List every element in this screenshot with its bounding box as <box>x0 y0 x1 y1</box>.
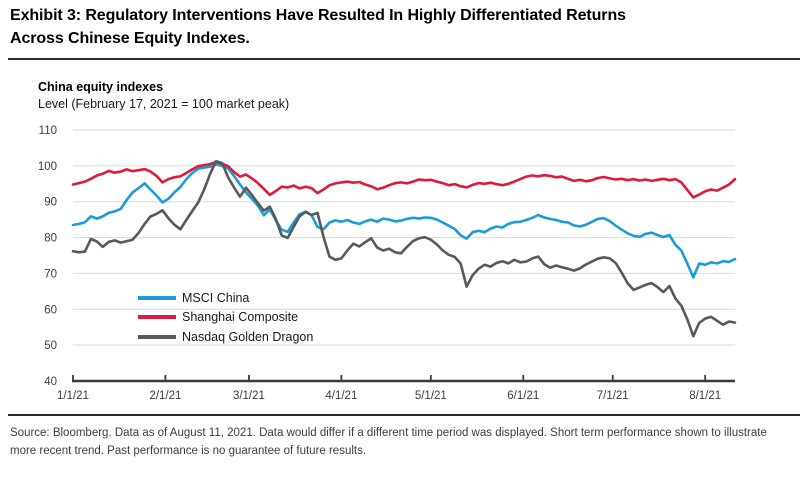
chart-subtitle: Level (February 17, 2021 = 100 market pe… <box>38 97 290 111</box>
svg-text:7/1/21: 7/1/21 <box>597 390 629 402</box>
svg-text:5/1/21: 5/1/21 <box>415 390 447 402</box>
title-divider <box>8 58 800 60</box>
svg-text:3/1/21: 3/1/21 <box>233 390 265 402</box>
svg-text:4/1/21: 4/1/21 <box>325 390 357 402</box>
svg-text:1/1/21: 1/1/21 <box>57 390 89 402</box>
svg-text:90: 90 <box>44 197 57 209</box>
svg-text:110: 110 <box>39 125 57 137</box>
nasdaq-golden-dragon-line-swatch <box>138 334 176 339</box>
svg-text:40: 40 <box>44 376 57 388</box>
svg-text:50: 50 <box>44 340 57 352</box>
footer-divider <box>8 414 800 416</box>
svg-text:80: 80 <box>44 233 57 245</box>
svg-text:8/1/21: 8/1/21 <box>689 390 721 402</box>
svg-text:60: 60 <box>44 304 57 316</box>
legend-item-nasdaq-golden-dragon: Nasdaq Golden Dragon <box>138 327 313 347</box>
legend-item-msci-china: MSCI China <box>138 288 313 308</box>
svg-text:2/1/21: 2/1/21 <box>149 390 181 402</box>
chart-title: China equity indexes <box>38 80 164 94</box>
chart-legend: MSCI China Shanghai Composite Nasdaq Gol… <box>138 288 313 347</box>
legend-item-shanghai-composite: Shanghai Composite <box>138 308 313 328</box>
exhibit-title: Exhibit 3: Regulatory Interventions Have… <box>10 4 800 50</box>
line-chart: 110 100 90 80 70 60 50 401/1/21 2/1/21 3/1/21 4/1/… <box>38 125 737 402</box>
svg-text:70: 70 <box>44 268 57 280</box>
shanghai-composite-line-swatch <box>138 315 176 320</box>
legend-label: Nasdaq Golden Dragon <box>182 329 314 344</box>
svg-text:100: 100 <box>38 161 57 173</box>
source-note: Source: Bloomberg. Data as of August 11,… <box>10 427 767 457</box>
legend-label: MSCI China <box>182 290 250 305</box>
legend-label: Shanghai Composite <box>182 310 299 325</box>
msci-china-line-swatch <box>138 295 176 300</box>
exhibit-title-line2: Across Chinese Equity Indexes. <box>10 30 250 47</box>
exhibit-title-line1: Exhibit 3: Regulatory Interventions Have… <box>10 7 626 24</box>
svg-text:6/1/21: 6/1/21 <box>507 390 539 402</box>
